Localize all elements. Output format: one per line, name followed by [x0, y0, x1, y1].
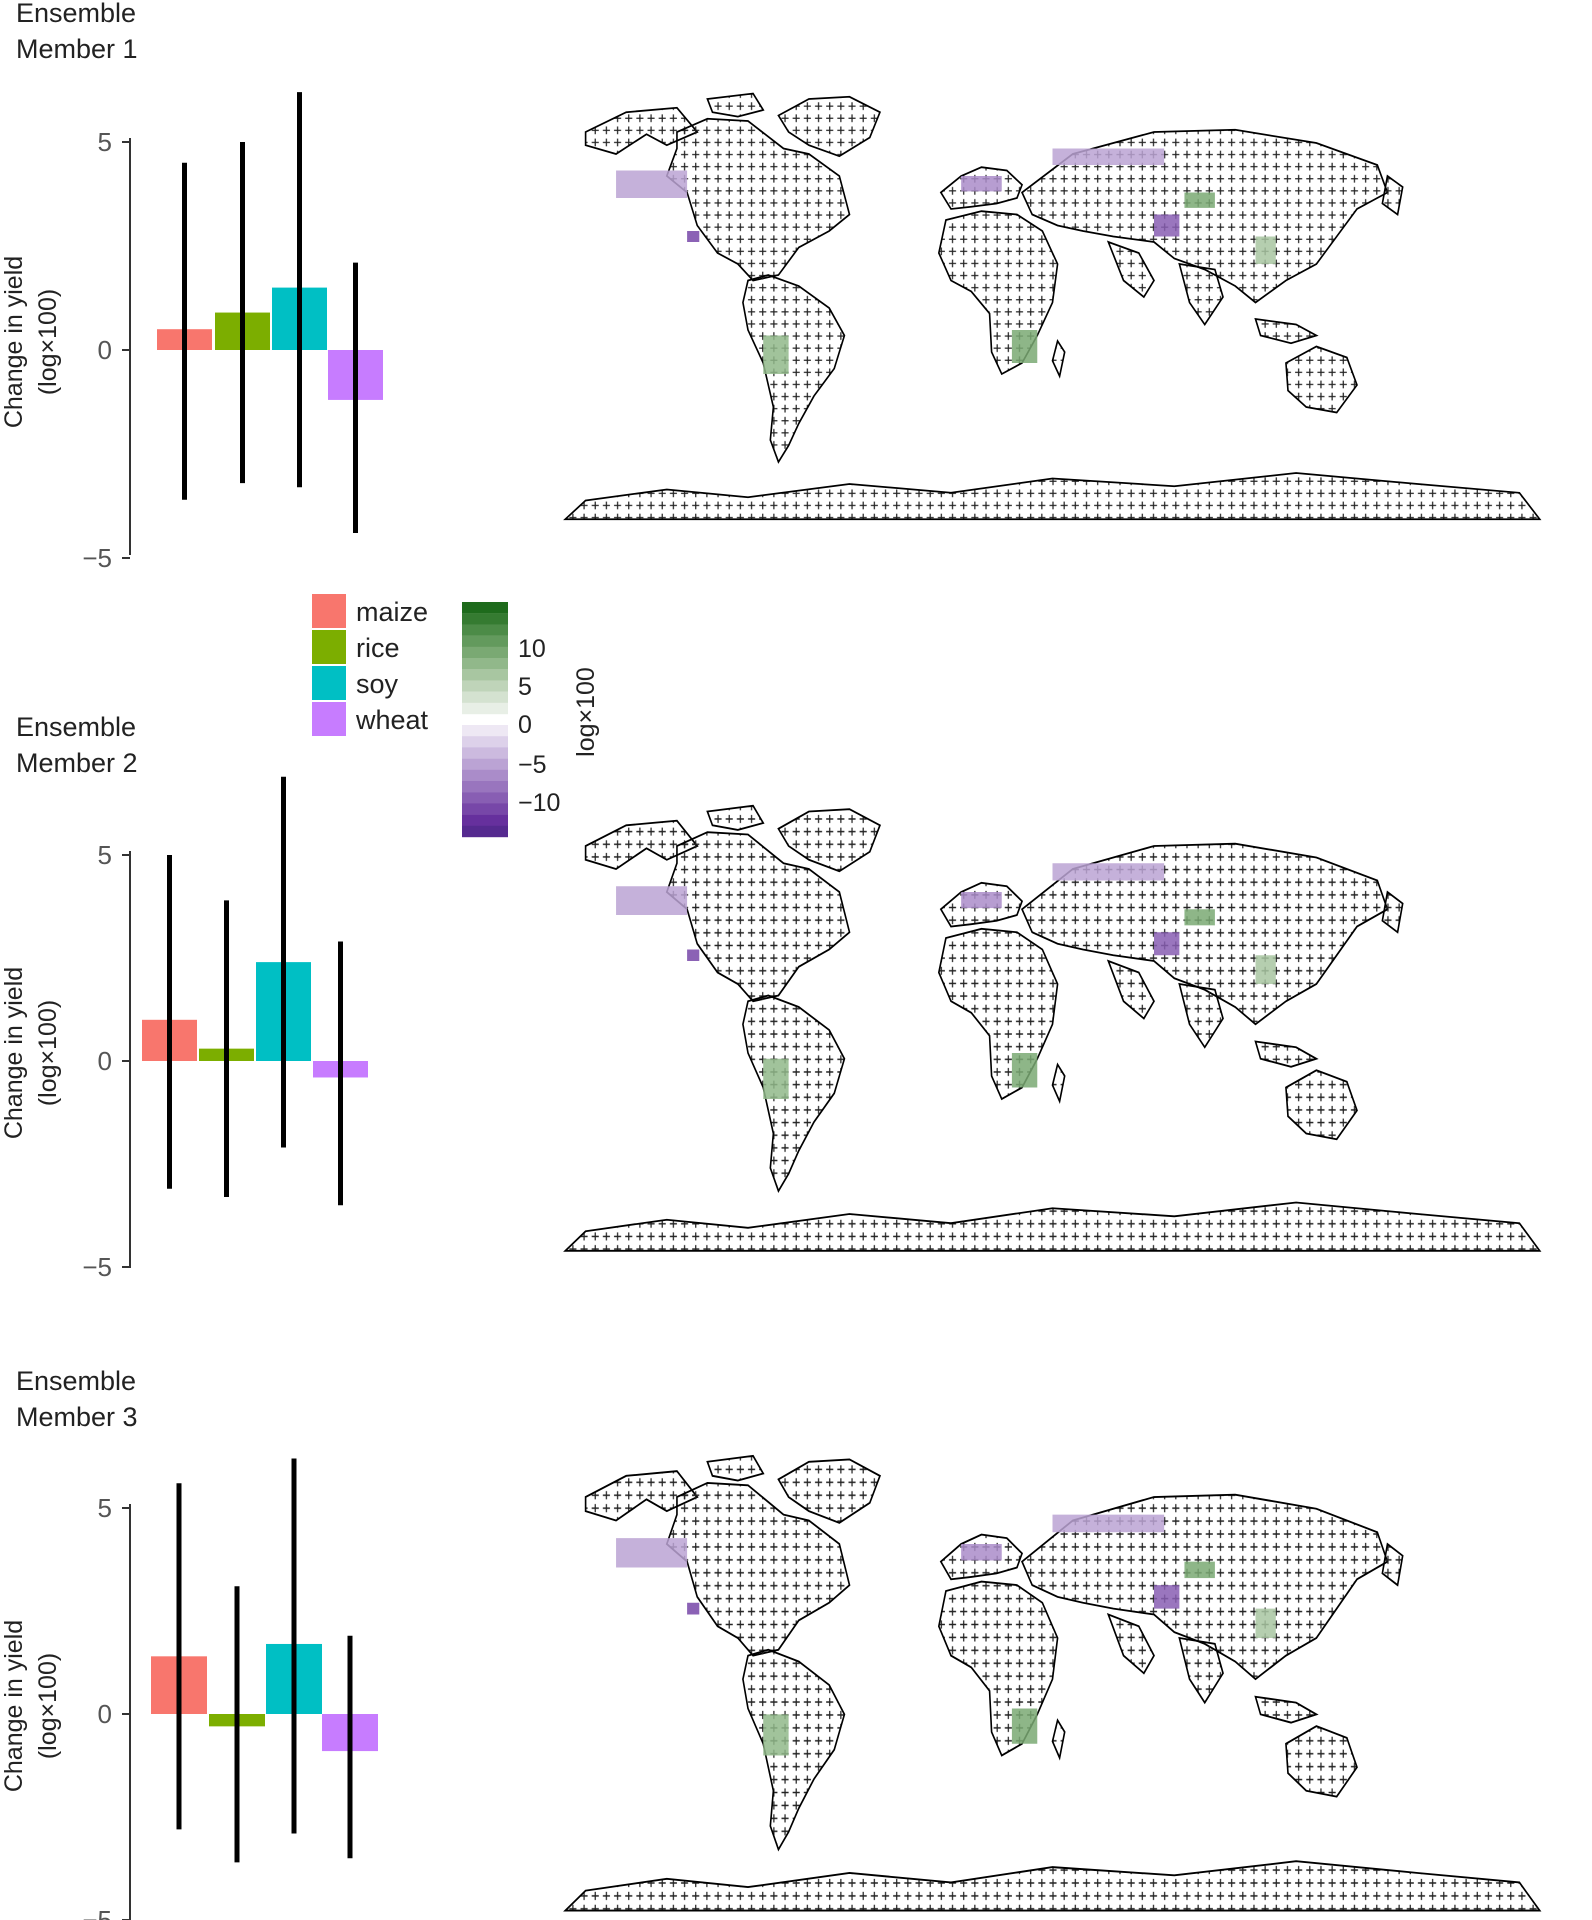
world-map: [564, 92, 1541, 521]
y-axis-label-line: Change in yield: [0, 967, 28, 1139]
y-tick-label: −5: [82, 1905, 112, 1920]
colorbar-cell-purple: [462, 725, 508, 737]
map-anomaly-patch: [616, 886, 688, 915]
colorbar-tick-label: 10: [518, 635, 546, 663]
panel-title-line: Member 2: [16, 748, 138, 778]
panel-title-line: Member 1: [16, 34, 138, 64]
map-anomaly-patch: [1154, 1585, 1180, 1609]
colorbar-cell-green: [462, 680, 508, 692]
crop-legend: maize rice soy wheat: [312, 594, 429, 736]
map-anomaly-patch: [763, 335, 789, 374]
map-anomaly-patch: [1154, 214, 1180, 237]
y-tick-label: 0: [98, 1699, 112, 1729]
map-anomaly-patch: [1184, 909, 1215, 926]
map-anomaly-patch: [616, 170, 688, 198]
panel-1: Ensemble Member 1 5 0 −5 Change in yield (log×…: [0, 0, 1541, 573]
colorbar-cell-green: [462, 624, 508, 636]
colorbar-cell-green: [462, 691, 508, 703]
colorbar-cell-green: [462, 635, 508, 647]
map-anomaly-patch: [687, 231, 700, 242]
map-anomaly-patch: [763, 1058, 789, 1099]
map-anomaly-patch: [1255, 1608, 1276, 1638]
y-tick-label: −5: [82, 543, 112, 573]
map-anomaly-patch: [1052, 148, 1165, 165]
panel-title-line: Member 3: [16, 1402, 138, 1432]
colorbar-cell-purple: [462, 792, 508, 804]
legend-swatch-rice: [312, 630, 346, 664]
colorbar-tick-label: 5: [518, 673, 532, 701]
legend-label-wheat: wheat: [355, 705, 429, 735]
map-anomaly-patch: [1052, 863, 1165, 881]
map-anomaly-patch: [1011, 1708, 1038, 1744]
panel-title-line: Ensemble: [16, 1366, 136, 1396]
map-anomaly-patch: [687, 949, 700, 961]
colorbar-cell-green: [462, 658, 508, 670]
legend-label-rice: rice: [356, 633, 400, 663]
map-anomaly-patch: [1011, 1053, 1038, 1088]
legend-swatch-soy: [312, 666, 346, 700]
map-anomaly-patch: [763, 1714, 789, 1756]
colorbar-cell-green: [462, 646, 508, 659]
colorbar-cell-purple: [462, 736, 508, 748]
legend-swatch-maize: [312, 594, 346, 628]
y-tick-label: 5: [98, 127, 112, 157]
colorbar-cell-green: [462, 669, 508, 681]
colorbar-cell-purple: [462, 769, 508, 782]
world-map: [564, 1454, 1541, 1912]
y-tick-label: 0: [98, 1046, 112, 1076]
colorbar-cell-purple: [462, 825, 508, 838]
legend-label-soy: soy: [356, 669, 399, 699]
y-axis-label-line: Change in yield: [0, 1620, 28, 1792]
y-tick-label: 5: [98, 840, 112, 870]
colorbar-cell-green: [462, 602, 508, 614]
legend-swatch-wheat: [312, 702, 346, 736]
map-anomaly-patch: [961, 892, 1002, 909]
colorbar-cell-purple: [462, 814, 508, 826]
y-tick-label: 0: [98, 335, 112, 365]
world-map: [564, 804, 1541, 1252]
map-anomaly-patch: [1255, 236, 1276, 264]
panel-title-line: Ensemble: [16, 712, 136, 742]
y-tick-label: 5: [98, 1493, 112, 1523]
map-anomaly-patch: [1184, 192, 1215, 208]
map-anomaly-patch: [687, 1602, 700, 1615]
y-axis-label-line: Change in yield: [0, 256, 28, 428]
panel-3: Ensemble Member 3 5 0 −5 Change in yield (log×…: [0, 1366, 1541, 1920]
colorbar-tick-label: −5: [518, 751, 547, 779]
colorbar-label: log×100: [572, 667, 600, 757]
map-anomaly-patch: [616, 1538, 688, 1568]
colorbar: 10 5 0 −5 −10 log×100: [462, 602, 600, 838]
map-anomaly-patch: [1154, 932, 1180, 956]
colorbar-cell-purple: [462, 747, 508, 759]
y-axis-label-line: (log×100): [34, 1653, 62, 1759]
colorbar-cell-purple: [462, 803, 508, 815]
y-axis-label-line: (log×100): [34, 1000, 62, 1106]
colorbar-cell-purple: [462, 758, 508, 770]
colorbar-tick-label: 0: [518, 711, 532, 739]
map-anomaly-patch: [1184, 1561, 1215, 1579]
map-anomaly-patch: [1011, 330, 1038, 363]
map-anomaly-patch: [1052, 1514, 1165, 1533]
map-anomaly-patch: [961, 176, 1002, 192]
colorbar-cell-green: [462, 702, 508, 715]
panel-2: Ensemble Member 2 5 0 −5 Change in yield (log×…: [0, 712, 1541, 1282]
y-tick-label: −5: [82, 1252, 112, 1282]
legend-label-maize: maize: [356, 597, 428, 627]
map-anomaly-patch: [1255, 955, 1276, 984]
colorbar-tick-label: −10: [518, 789, 560, 817]
y-axis-label-line: (log×100): [34, 289, 62, 395]
colorbar-cell-purple: [462, 781, 508, 793]
colorbar-cell-green: [462, 613, 508, 625]
panel-title-line: Ensemble: [16, 0, 136, 28]
map-anomaly-patch: [961, 1544, 1002, 1561]
